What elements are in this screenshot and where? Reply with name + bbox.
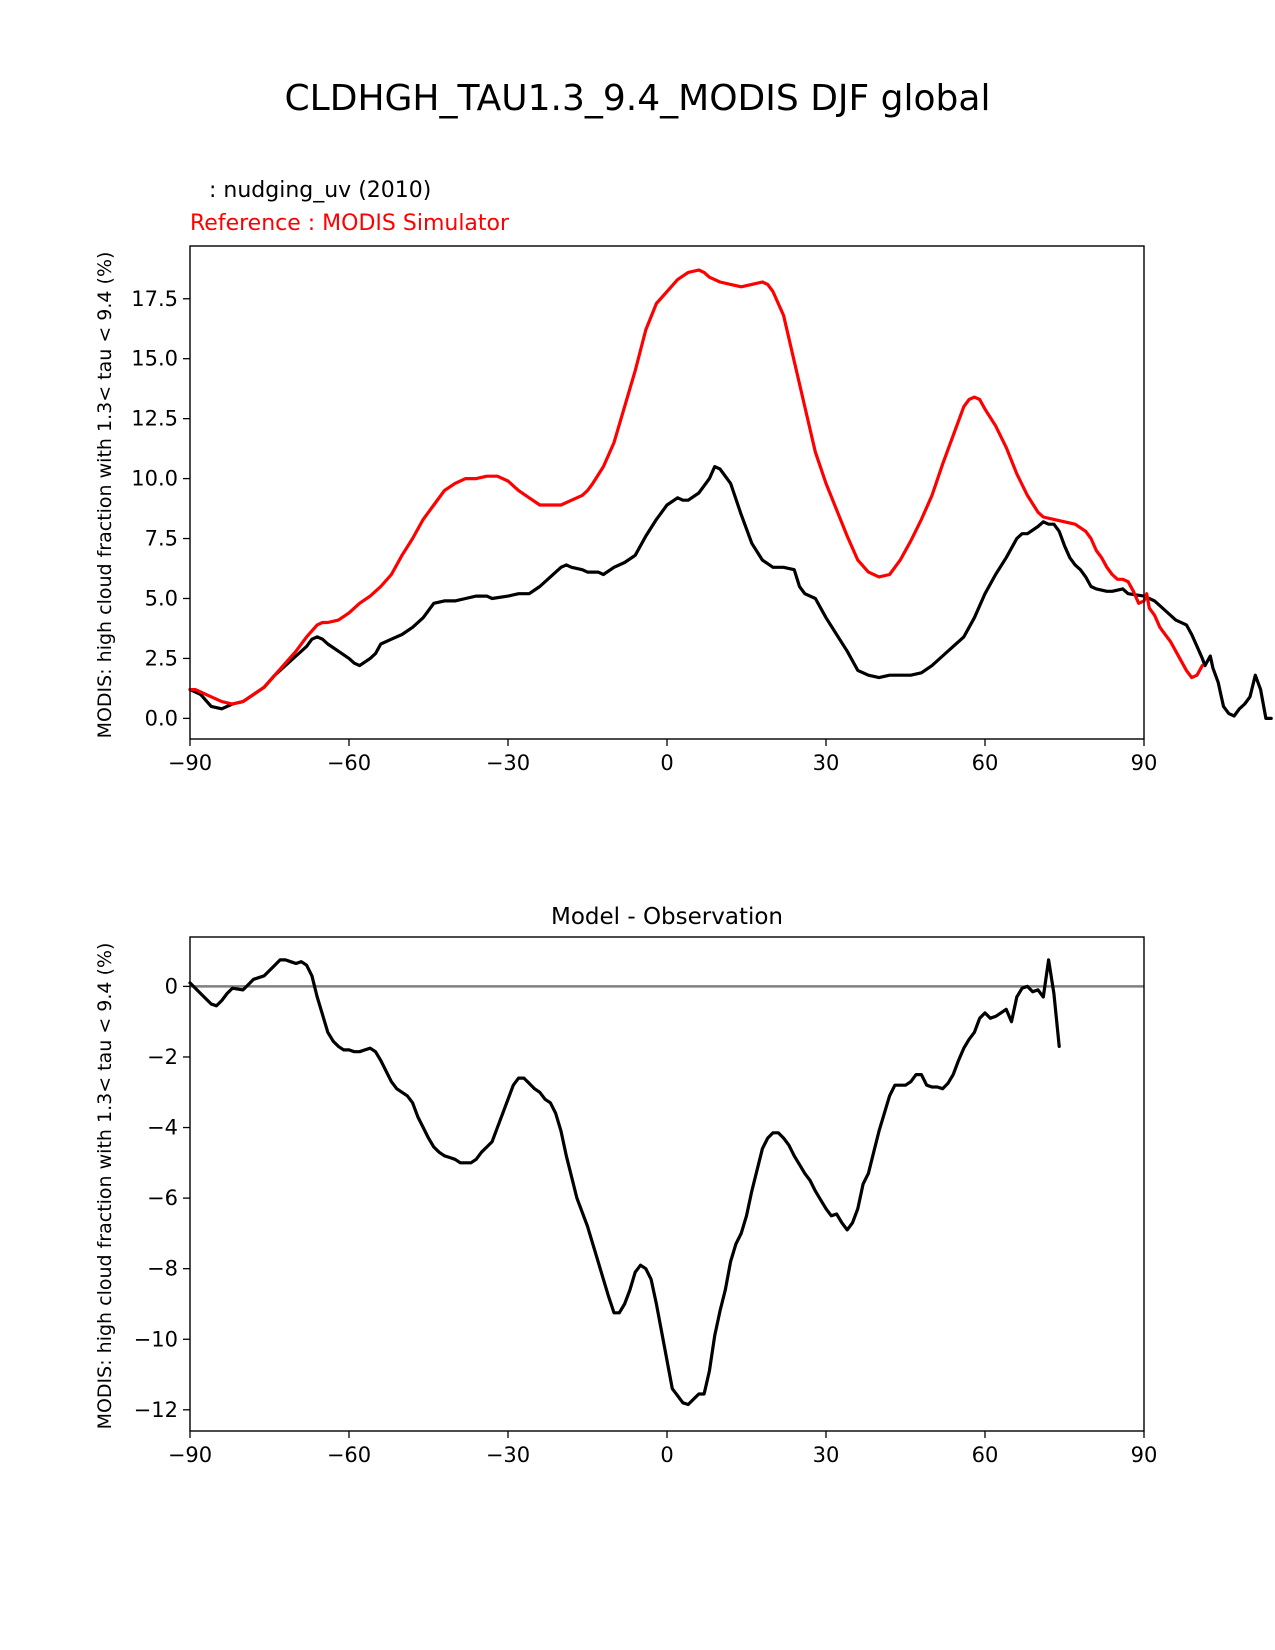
top-y-tick-label: 17.5: [131, 287, 178, 311]
bottom-x-tick-label: 0: [660, 1443, 673, 1467]
bottom-y-tick-label: −10: [134, 1327, 178, 1351]
top-x-tick-label: 60: [972, 751, 999, 775]
top-y-tick-label: 2.5: [145, 646, 178, 670]
bottom-plot-frame: [189, 936, 1145, 1432]
top-x-tick-label: −30: [486, 751, 530, 775]
top-series-0-line: [188, 465, 1273, 720]
bottom-y-tick-label: −4: [147, 1116, 178, 1140]
bottom-panel: Model - Observation MODIS: high cloud fr…: [94, 904, 1157, 1467]
top-y-tick-label: 15.0: [131, 347, 178, 371]
top-x-tick-label: −60: [327, 751, 371, 775]
bottom-x-tick-label: 60: [972, 1443, 999, 1467]
top-y-tick-label: 10.0: [131, 467, 178, 491]
bottom-x-tick-label: −30: [486, 1443, 530, 1467]
top-y-tick-label: 5.0: [145, 586, 178, 610]
top-y-tick-label: 7.5: [145, 527, 178, 551]
reference-label: Reference : MODIS Simulator: [190, 211, 510, 236]
top-x-tick-label: 0: [660, 751, 673, 775]
top-y-tick-label: 0.0: [145, 706, 178, 730]
bottom-x-tick-label: 90: [1131, 1443, 1158, 1467]
bottom-x-tick-label: 30: [813, 1443, 840, 1467]
bottom-y-tick-label: −6: [147, 1186, 178, 1210]
bottom-y-tick-label: −8: [147, 1257, 178, 1281]
top-x-tick-label: 30: [813, 751, 840, 775]
test-run-label: : nudging_uv (2010): [202, 178, 431, 203]
bottom-y-tick-label: −2: [147, 1045, 178, 1069]
top-plot-frame: [189, 245, 1145, 740]
bottom-series-0-line: [188, 958, 1061, 1407]
top-series-1-line: [188, 268, 1204, 706]
top-y-tick-label: 12.5: [131, 407, 178, 431]
bottom-panel-title: Model - Observation: [551, 904, 783, 930]
top-x-tick-label: 90: [1131, 751, 1158, 775]
top-x-tick-label: −90: [168, 751, 212, 775]
bottom-x-tick-label: −60: [327, 1443, 371, 1467]
bottom-y-tick-label: −12: [134, 1398, 178, 1422]
top-y-axis-label: MODIS: high cloud fraction with 1.3< tau…: [94, 252, 116, 739]
top-panel: : nudging_uv (2010) Reference : MODIS Si…: [94, 178, 1273, 775]
bottom-x-tick-label: −90: [168, 1443, 212, 1467]
bottom-y-axis-label: MODIS: high cloud fraction with 1.3< tau…: [94, 943, 116, 1430]
bottom-y-tick-label: 0: [165, 974, 178, 998]
figure-title: CLDHGH_TAU1.3_9.4_MODIS DJF global: [285, 78, 991, 119]
